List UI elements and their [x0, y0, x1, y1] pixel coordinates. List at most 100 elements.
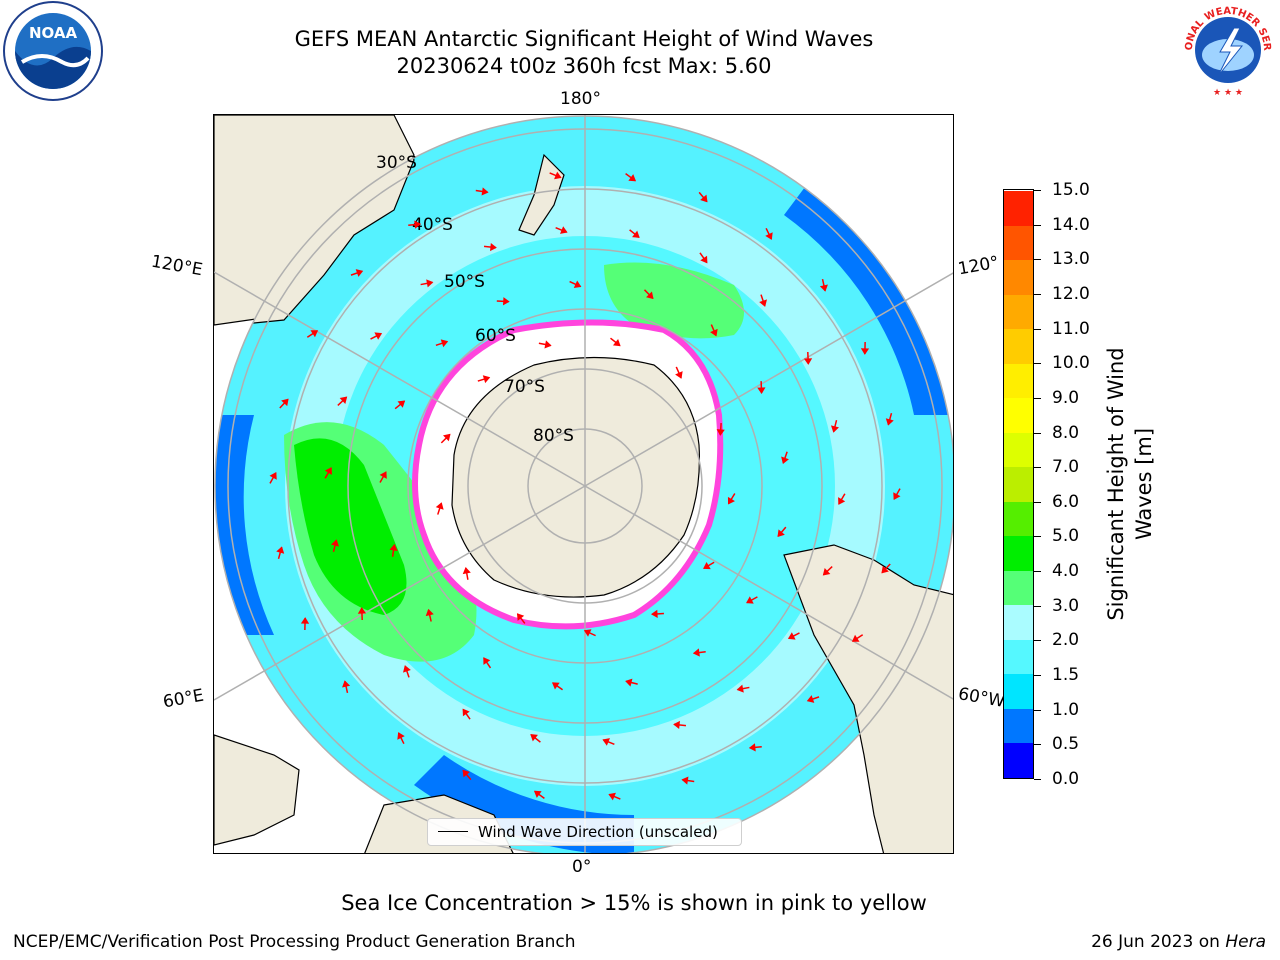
wave-arrow-head	[757, 387, 766, 395]
wave-direction-arrows	[269, 171, 901, 801]
wave-arrow-head	[777, 529, 785, 538]
colorbar	[1003, 189, 1034, 779]
wave-arrow-head	[625, 678, 633, 687]
wave-arrow-head	[355, 269, 364, 277]
wave-arrow-head	[819, 284, 828, 292]
legend-label: Wind Wave Direction (unscaled)	[478, 823, 718, 841]
wave-arrow-head	[608, 792, 616, 801]
colorbar-tick	[1034, 397, 1041, 399]
wave-arrow-head	[530, 734, 538, 742]
colorbar-tick	[1034, 224, 1041, 226]
antarctica	[451, 356, 700, 598]
wave-arrow-head	[759, 299, 767, 307]
colorbar-tick-label: 6.0	[1052, 491, 1080, 512]
colorbar-segment	[1004, 432, 1033, 468]
wave-arrow-head	[822, 568, 831, 576]
wave-arrow-head	[426, 279, 434, 288]
meridian-60w	[584, 485, 953, 700]
colorbar-segment	[1004, 673, 1033, 709]
colorbar-tick	[1034, 467, 1041, 469]
colorbar-segment	[1004, 259, 1033, 295]
wave-arrow-head	[787, 632, 796, 640]
wave-arrow-head	[602, 738, 610, 746]
wave-arrow-head	[331, 539, 340, 547]
wave-arrow-head	[269, 472, 277, 480]
wave-arrow-head	[765, 232, 773, 240]
wave-arrow-head	[885, 418, 894, 426]
wave-arrow-head	[583, 629, 592, 637]
wave-arrow-head	[651, 609, 658, 619]
colorbar-tick	[1034, 536, 1041, 538]
colorbar-tick	[1034, 190, 1041, 191]
colorbar-tick	[1034, 675, 1041, 677]
wave-arrow-head	[516, 613, 525, 621]
colorbar-segment	[1004, 639, 1033, 675]
colorbar-tick	[1034, 328, 1041, 330]
wave-arrow-head	[357, 607, 367, 614]
colorbar-segment	[1004, 225, 1033, 261]
wave-arrow-head	[700, 194, 708, 203]
wave-arrow-head	[681, 776, 689, 785]
wave-arrow-head	[860, 348, 870, 355]
wave-arrow-head	[675, 371, 683, 379]
colorbar-tick	[1034, 640, 1041, 642]
colorbar-segment	[1004, 294, 1033, 330]
colorbar-tick-label: 12.0	[1052, 283, 1090, 304]
colorbar-segment	[1004, 570, 1033, 606]
date-stamp: 26 Jun 2023 on Hera	[1091, 932, 1266, 952]
wave-arrow-head	[481, 187, 489, 196]
wave-arrow-head	[612, 338, 621, 347]
wave-arrow-head	[339, 396, 348, 404]
wave-arrow-head	[716, 429, 725, 436]
wave-arrow-head	[403, 665, 411, 673]
colorbar-tick-label: 1.5	[1052, 665, 1080, 686]
wave-arrow-head	[703, 562, 711, 570]
nws-logo: NATIONAL WEATHER SERVICE ★ ★ ★	[1178, 0, 1275, 98]
colorbar-tick	[1034, 501, 1041, 503]
chart-title: GEFS MEAN Antarctic Significant Height o…	[294, 27, 874, 51]
wave-arrow-head	[673, 720, 680, 730]
colorbar-segment	[1004, 328, 1033, 364]
noaa-logo: NOAA	[3, 1, 103, 101]
lon-label-60w: 60°W	[956, 684, 1007, 712]
wave-arrow-head	[533, 790, 542, 798]
wave-arrow-head	[748, 743, 756, 752]
wave-arrow-head	[554, 171, 562, 180]
colorbar-tick-label: 7.0	[1052, 457, 1080, 478]
colorbar-tick-label: 10.0	[1052, 353, 1090, 374]
colorbar-tick-label: 5.0	[1052, 526, 1080, 547]
colorbar-tick-label: 3.0	[1052, 595, 1080, 616]
colorbar-segment	[1004, 397, 1033, 433]
colorbar-tick-label: 11.0	[1052, 318, 1090, 339]
wave-arrow-head	[440, 339, 449, 348]
wave-arrow-head	[560, 226, 568, 234]
credit-text: NCEP/EMC/Verification Post Processing Pr…	[13, 932, 576, 952]
wave-arrow-head	[374, 332, 383, 340]
wave-arrow-head	[803, 358, 813, 365]
colorbar-tick-label: 15.0	[1052, 180, 1090, 200]
wave-arrow-head	[851, 634, 860, 642]
chart-subtitle: 20230624 t00z 360h fcst Max: 5.60	[396, 54, 772, 78]
wave-arrow-head	[443, 433, 451, 442]
wave-arrow-head	[881, 565, 889, 574]
wave-arrow-head	[700, 255, 708, 264]
colorbar-tick	[1034, 709, 1041, 711]
lon-label-0: 0°	[572, 857, 592, 877]
wave-arrow-head	[342, 680, 351, 688]
svg-text:★ ★ ★: ★ ★ ★	[1213, 88, 1243, 98]
wave-arrow-head	[425, 608, 434, 617]
lon-label-120e: 120°E	[149, 251, 205, 281]
colorbar-segment	[1004, 501, 1033, 537]
wave-patch-4m	[294, 438, 407, 615]
colorbar-segment	[1004, 363, 1033, 399]
wave-arrow-head	[893, 492, 901, 500]
wave-arrow-head	[838, 497, 846, 505]
colorbar-tick-label: 14.0	[1052, 214, 1090, 235]
colorbar-tick	[1034, 605, 1041, 607]
wave-arrow-head	[646, 291, 654, 300]
lat-label-60s: 60°S	[475, 326, 516, 346]
wave-arrow-head	[727, 496, 735, 505]
wave-arrow-head	[736, 684, 744, 693]
wave-arrow-head	[482, 375, 491, 384]
meridian-120e	[214, 271, 586, 487]
